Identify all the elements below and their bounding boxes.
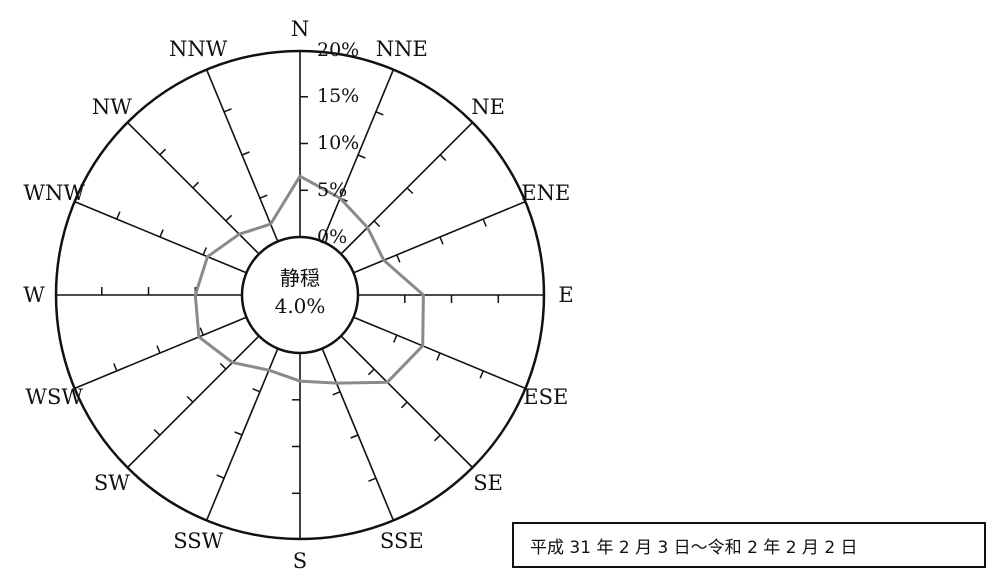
spoke-tick [159,229,164,238]
spoke-tick [252,388,261,393]
spoke-tick [436,352,441,361]
spoke-tick [234,431,243,436]
radial-tick-label: 10% [317,132,359,154]
spoke-tick [186,395,194,403]
direction-label-se: SE [473,471,503,495]
direction-label-nnw: NNW [169,37,228,61]
direction-label-n: N [291,17,309,41]
direction-label-sse: SSE [380,529,424,553]
spoke-ne [340,121,474,255]
direction-label-e: E [558,283,573,307]
spoke-tick [153,428,161,436]
outer-circle [54,49,546,541]
spoke-tick [373,220,381,228]
spoke-nnw [205,69,279,242]
spoke-tick [393,334,398,343]
spoke-sw [126,335,260,469]
spoke-nw [126,121,260,255]
spoke-tick [433,434,441,442]
spoke-tick [116,211,121,220]
spoke-tick [223,108,232,113]
radial-tick-label: 20% [317,39,359,61]
spoke-tick [225,214,233,222]
direction-label-nne: NNE [376,37,428,61]
spoke-tick [113,363,118,372]
spoke-se [340,335,474,469]
calm-label: 静穏 [280,266,320,290]
spoke-tick [202,247,207,256]
radial-tick-label: 0% [317,226,347,248]
period-label-box: 平成 31 年 2 月 3 日～令和 2 年 2 月 2 日 [512,522,986,568]
spoke-tick [219,362,227,370]
spoke-tick [156,345,161,354]
radial-tick-labels: 0% 5% 10% 15% 20% [317,39,359,248]
spoke-tick [368,477,377,482]
direction-labels: N NNE NE ENE E ESE SE SSE S SSW SW WSW W WNW NW NNW [23,17,573,573]
spoke-tick [482,218,487,227]
spoke-ene [353,200,526,274]
period-label: 平成 31 年 2 月 3 日～令和 2 年 2 月 2 日 [530,537,858,558]
spoke-tick [439,154,447,162]
direction-label-w: W [23,283,45,307]
direction-label-ese: ESE [523,385,568,409]
spoke-sse [321,348,395,521]
direction-label-s: S [293,549,307,573]
spoke-tick [367,368,375,376]
calm-value: 4.0% [275,294,326,318]
spoke-tick [357,154,366,159]
spoke-tick [259,194,268,199]
spoke-tick [396,254,401,263]
spoke-tick [406,187,414,195]
direction-label-ssw: SSW [173,529,223,553]
spoke-tick [199,327,204,336]
spoke-tick [479,370,484,379]
direction-label-ne: NE [471,95,505,119]
spoke-tick [375,111,384,116]
spoke-tick [332,391,341,396]
direction-label-wsw: WSW [25,385,83,409]
direction-label-ene: ENE [521,181,570,205]
spoke-ticks [101,96,500,495]
spoke-tick [159,148,167,156]
direction-label-nw: NW [92,95,132,119]
spoke-tick [400,401,408,409]
radial-tick-label: 5% [317,179,347,201]
spoke-wsw [74,316,247,390]
direction-label-sw: SW [94,471,130,495]
spoke-tick [216,474,225,479]
spoke-tick [350,434,359,439]
spoke-tick [439,236,444,245]
direction-label-wnw: WNW [23,181,85,205]
calm-circle [240,235,360,355]
spoke-tick [192,181,200,189]
wind-frequency-polygon [193,174,425,385]
spoke-tick [241,151,250,156]
radial-tick-label: 15% [317,85,359,107]
